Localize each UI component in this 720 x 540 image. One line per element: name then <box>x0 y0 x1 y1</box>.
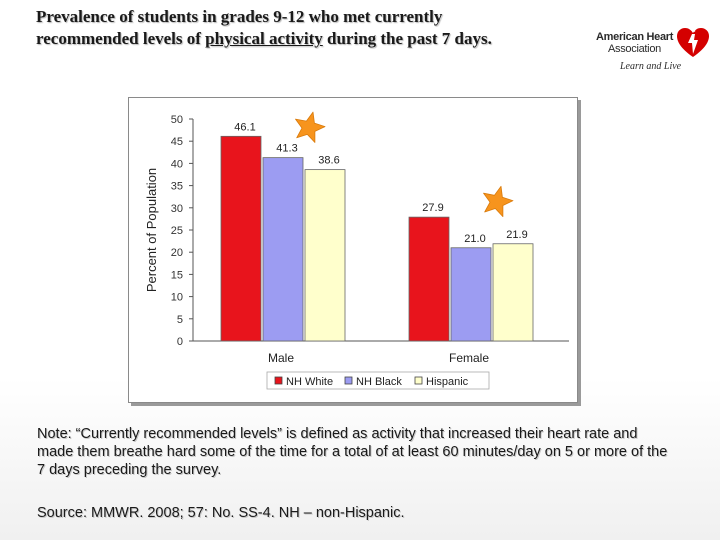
y-tick-label: 35 <box>171 181 183 193</box>
legend-swatch <box>274 376 283 385</box>
orange-star-icon <box>295 111 326 143</box>
x-category-label: Male <box>268 351 294 365</box>
logo-tagline: Learn and Live <box>620 61 682 72</box>
title-line-2-post: during the past 7 days. <box>322 29 492 48</box>
data-label: 46.1 <box>234 121 255 133</box>
title-line-2-pre: recommended levels of <box>36 29 206 48</box>
bar <box>220 135 262 342</box>
y-tick-label: 50 <box>171 114 183 126</box>
chart-frame: Percent of Population 0 5 10 15 20 25 30 35 40 45 5… <box>128 97 578 403</box>
legend-label: Hispanic <box>426 376 469 388</box>
orange-star-icon <box>483 185 514 217</box>
y-tick-label: 15 <box>171 269 183 281</box>
bar-chart: Percent of Population 0 5 10 15 20 25 30 35 40 45 5… <box>144 111 569 390</box>
data-label: 21.0 <box>464 233 485 245</box>
legend-box <box>266 371 490 390</box>
y-axis-label: Percent of Population <box>144 168 159 292</box>
legend-swatch <box>414 376 423 385</box>
slide-title: Prevalence of students in grades 9-12 wh… <box>36 6 596 50</box>
logo-line-1: American Heart <box>596 31 674 43</box>
y-tick-label: 45 <box>171 136 183 148</box>
title-line-2: recommended levels of physical activity … <box>36 28 596 50</box>
y-tick-label: 30 <box>171 203 183 215</box>
bar <box>450 247 492 342</box>
data-label: 38.6 <box>318 155 339 167</box>
heart-torch-icon <box>677 28 709 57</box>
footnote: Note: “Currently recommended levels” is … <box>37 426 668 478</box>
source-citation: Source: MMWR. 2008; 57: No. SS-4. NH – n… <box>37 505 405 521</box>
y-tick-label: 40 <box>171 158 183 170</box>
y-tick-label: 10 <box>171 292 183 304</box>
bar <box>492 243 534 342</box>
x-category-label: Female <box>449 351 489 365</box>
aha-logo: American Heart Association Learn and Liv… <box>590 24 715 76</box>
bar <box>304 169 346 342</box>
y-tick-label: 5 <box>177 314 183 326</box>
data-label: 27.9 <box>422 202 443 214</box>
y-tick-label: 20 <box>171 247 183 259</box>
legend-label: NH White <box>286 376 333 388</box>
y-tick-label: 0 <box>177 336 183 348</box>
bar <box>262 157 304 342</box>
bar <box>408 216 450 342</box>
data-label: 41.3 <box>276 143 297 155</box>
y-tick-label: 25 <box>171 225 183 237</box>
data-label: 21.9 <box>506 229 527 241</box>
logo-line-2: Association <box>608 43 661 55</box>
physical-activity-link[interactable]: physical activity <box>205 29 323 48</box>
title-line-1: Prevalence of students in grades 9-12 wh… <box>36 7 443 26</box>
legend-label: NH Black <box>356 376 402 388</box>
legend-swatch <box>344 376 353 385</box>
